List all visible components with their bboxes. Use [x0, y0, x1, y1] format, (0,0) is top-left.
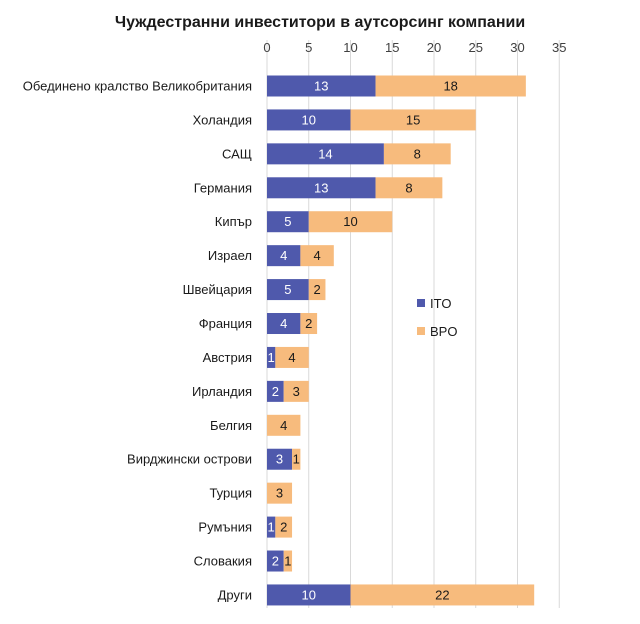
category-label: Румъния: [198, 520, 252, 535]
data-label: 1: [268, 350, 275, 365]
bar-ito: [267, 448, 293, 470]
bar-ito: [267, 279, 309, 301]
bar-bpo: [300, 245, 334, 267]
data-label: 2: [272, 384, 279, 399]
category-label: Израел: [208, 248, 252, 263]
data-label: 4: [280, 248, 287, 263]
data-label: 8: [414, 146, 421, 161]
category-label: Германия: [194, 180, 252, 195]
bar-ito: [267, 516, 276, 538]
data-label: 22: [435, 587, 449, 602]
category-label: Белгия: [210, 418, 252, 433]
category-label: Вирджински острови: [127, 452, 252, 467]
bar-ito: [267, 211, 309, 233]
x-tick-label: 15: [385, 40, 399, 55]
chart-title: Чуждестранни инвеститори в аутсорсинг ко…: [115, 14, 525, 31]
bar-ito: [267, 177, 376, 199]
bar-ito: [267, 245, 301, 267]
bar-ito: [267, 584, 351, 606]
category-labels: Обединено кралство Великобритания Холанди…: [23, 79, 252, 603]
data-label: 1: [293, 452, 300, 467]
legend-label-bpo: BPO: [430, 324, 457, 339]
category-label: САЩ: [222, 146, 252, 161]
x-tick-label: 20: [427, 40, 441, 55]
bar-bpo: [283, 380, 309, 402]
data-label: 2: [305, 316, 312, 331]
x-axis: 0 5 10 15 20 25 30 35: [263, 40, 566, 55]
legend-swatch-bpo: [417, 327, 425, 335]
bar-bpo: [350, 584, 535, 606]
category-label: Австрия: [203, 350, 252, 365]
bar-ito: [267, 346, 276, 368]
data-label: 3: [276, 452, 283, 467]
data-label: 2: [313, 282, 320, 297]
data-label: 2: [280, 520, 287, 535]
legend-swatch-ito: [417, 299, 425, 307]
x-tick-label: 35: [552, 40, 566, 55]
bar-bpo: [267, 414, 301, 436]
bar-bpo: [267, 482, 293, 504]
category-label: Франция: [199, 316, 252, 331]
bar-bpo: [375, 177, 443, 199]
bar-bpo: [292, 448, 301, 470]
data-label: 13: [314, 79, 328, 94]
legend: ITO BPO: [417, 296, 457, 339]
bar-ito: [267, 313, 301, 335]
category-label: Ирландия: [192, 384, 252, 399]
bar-bpo: [350, 109, 476, 131]
bar-bpo: [283, 550, 293, 572]
bar-bpo: [308, 211, 393, 233]
data-label: 18: [443, 79, 457, 94]
data-label: 3: [293, 384, 300, 399]
x-tick-label: 5: [305, 40, 312, 55]
data-label: 4: [288, 350, 295, 365]
bar-bpo: [375, 75, 526, 97]
category-label: Обединено кралство Великобритания: [23, 79, 252, 94]
data-label: 10: [302, 112, 316, 127]
x-tick-label: 10: [343, 40, 357, 55]
bar-ito: [267, 380, 284, 402]
data-label: 13: [314, 180, 328, 195]
data-label: 4: [313, 248, 320, 263]
x-tick-label: 25: [469, 40, 483, 55]
bar-ito: [267, 75, 376, 97]
category-label: Швейцария: [183, 282, 252, 297]
bar-ito: [267, 143, 384, 165]
data-label: 4: [280, 418, 287, 433]
data-label: 10: [343, 214, 357, 229]
bar-ito: [267, 109, 351, 131]
bar-bpo: [275, 516, 293, 538]
bar-bpo: [383, 143, 451, 165]
data-label: 5: [284, 282, 291, 297]
data-label: 1: [268, 520, 275, 535]
data-label: 15: [406, 112, 420, 127]
x-tick-label: 0: [263, 40, 270, 55]
data-label: 1: [284, 554, 291, 569]
data-label: 14: [318, 146, 332, 161]
bar-ito: [267, 550, 284, 572]
legend-label-ito: ITO: [430, 296, 451, 311]
data-label: 5: [284, 214, 291, 229]
gridlines: [266, 40, 560, 608]
data-label: 8: [405, 180, 412, 195]
category-label: Холандия: [193, 112, 252, 127]
data-label: 3: [276, 486, 283, 501]
bar-bpo: [308, 279, 326, 301]
category-label: Други: [218, 587, 252, 602]
category-label: Турция: [209, 486, 252, 501]
bar-bpo: [275, 346, 309, 368]
bar-bpo: [300, 313, 318, 335]
data-label: 2: [272, 554, 279, 569]
data-label: 4: [280, 316, 287, 331]
data-label: 10: [302, 587, 316, 602]
x-tick-label: 30: [510, 40, 524, 55]
category-label: Кипър: [215, 214, 252, 229]
category-label: Словакия: [194, 554, 252, 569]
